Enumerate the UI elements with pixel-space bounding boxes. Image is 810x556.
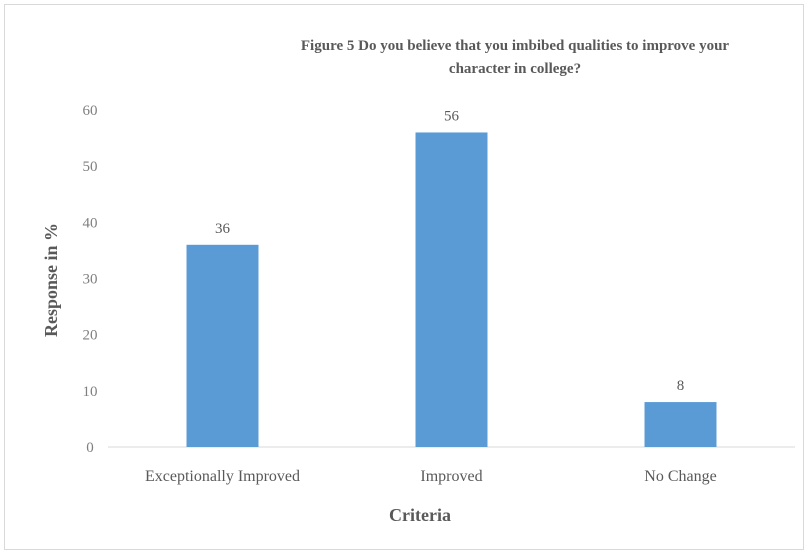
x-tick-label: Exceptionally Improved [145,468,300,485]
y-tick-label: 30 [83,272,98,288]
data-label: 56 [444,108,460,124]
bar [415,132,488,447]
plot-area: 0 10 20 30 40 50 60 36 Exceptionally Improved 56 I… [83,103,795,485]
data-label: 36 [215,221,231,237]
y-tick-label: 50 [83,159,98,175]
x-axis-title: Criteria [389,505,451,525]
y-tick-label: 60 [83,103,98,119]
chart-frame [4,4,804,550]
y-tick-label: 40 [83,215,98,231]
x-tick-label: Improved [420,468,482,485]
bar [186,244,259,447]
chart-title-line-1: Figure 5 Do you believe that you imbibed… [301,38,730,54]
x-tick-label: No Change [644,468,716,485]
data-label: 8 [677,378,685,394]
y-tick-label: 10 [83,384,98,400]
bar [644,402,717,447]
chart-title-line-2: character in college? [449,61,581,77]
y-tick-label: 20 [83,328,98,344]
y-axis-title: Response in % [41,223,61,337]
y-tick-label: 0 [86,440,94,456]
